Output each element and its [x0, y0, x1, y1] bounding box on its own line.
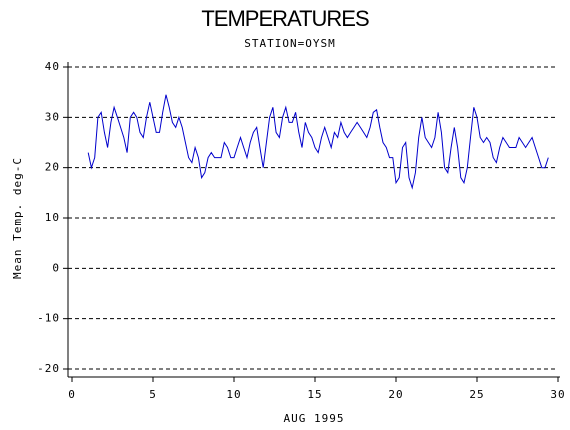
x-tick-label: 0 — [68, 388, 76, 401]
y-axis-label: Mean Temp. deg-C — [11, 157, 24, 279]
y-tick-label: 10 — [45, 211, 60, 224]
x-tick-label: 25 — [469, 388, 484, 401]
x-tick-label: 10 — [226, 388, 241, 401]
y-tick-label: 0 — [52, 261, 60, 274]
chart-subtitle: STATION=OYSM — [244, 37, 335, 50]
line-series — [87, 94, 549, 190]
x-tick-label: 5 — [149, 388, 157, 401]
x-tick-label: 20 — [388, 388, 403, 401]
x-axis-label: AUG 1995 — [284, 412, 345, 425]
x-tick-label: 15 — [307, 388, 322, 401]
y-tick-label: 30 — [45, 110, 60, 123]
x-tick-label: 30 — [550, 388, 565, 401]
chart-title: TEMPERATURES — [201, 6, 369, 31]
y-tick-label: -20 — [37, 362, 60, 375]
y-tick-label: 40 — [45, 60, 60, 73]
y-tick-label: -10 — [37, 312, 60, 325]
y-tick-label: 20 — [45, 161, 60, 174]
